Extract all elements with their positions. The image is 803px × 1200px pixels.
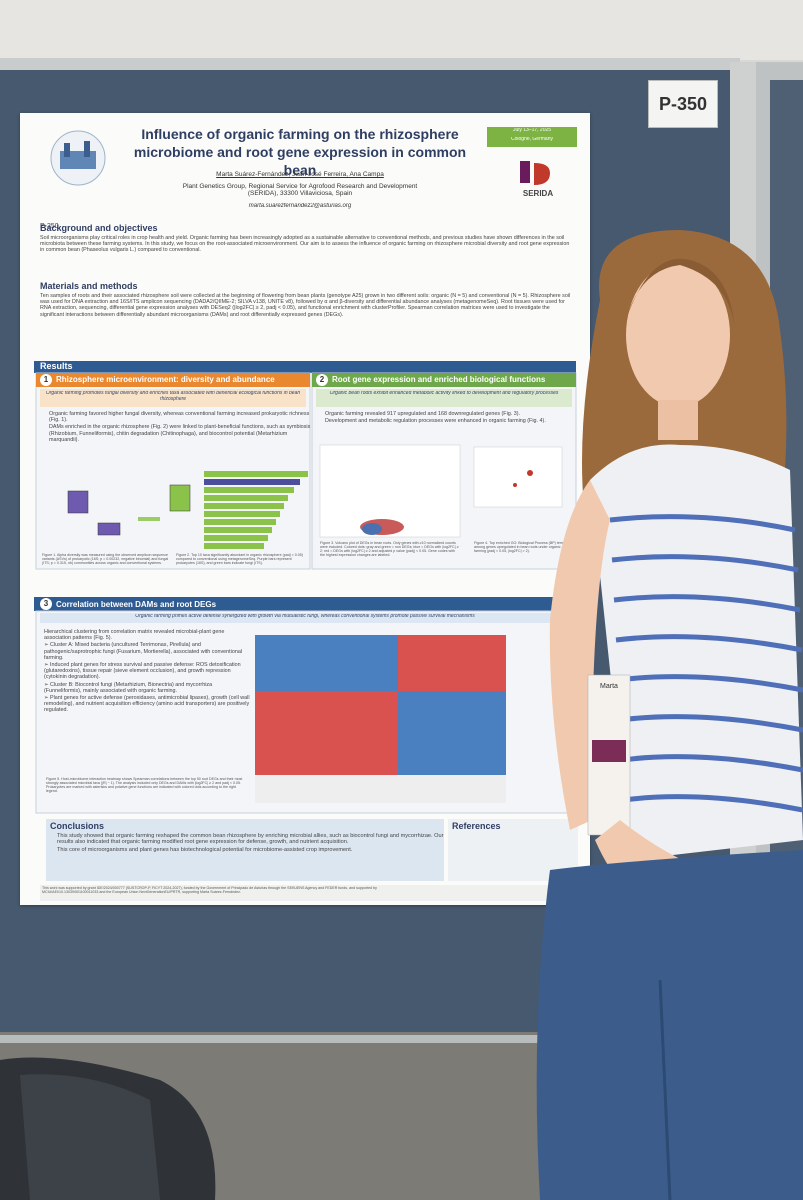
section-text: Ten samples of roots and their associate… <box>40 293 571 318</box>
panel-number: 2 <box>316 374 328 386</box>
bullet: Organic farming favored higher fungal di… <box>49 411 313 423</box>
affiliation: Plant Genetics Group, Regional Service f… <box>182 183 418 198</box>
bullet: ➢ Cluster A: Mixed bacteria (uncultured … <box>44 642 243 661</box>
panel-subtitle: Organic bean roots exhibit enhanced meta… <box>329 391 559 396</box>
authors: Marta Suárez-Fernández, Juan José Ferrei… <box>216 171 384 178</box>
board-label-text: P-350 <box>658 94 708 114</box>
bullet: Organic farming revealed 917 upregulated… <box>325 411 579 417</box>
figure-caption: Figure 1. Alpha diversity was measured u… <box>42 553 169 566</box>
references-heading: References <box>452 821 501 831</box>
section-heading: Background and objectives <box>40 223 158 233</box>
badge-name: Marta <box>600 683 618 690</box>
conclusions-heading: Conclusions <box>50 821 105 831</box>
panel-number: 1 <box>40 374 52 386</box>
bullet: This core of microorganisms and plant ge… <box>57 847 447 853</box>
funding: This work was supported by grant IDE/202… <box>42 886 377 895</box>
figure-caption: Figure 5. Host-microbiome interaction he… <box>46 777 243 794</box>
bullet: ➢ Cluster B: Biocontrol fungi (Metarhizi… <box>44 681 213 694</box>
panel-title: Correlation between DAMs and root DEGs <box>56 600 217 609</box>
conference-place: Cologne, Germany <box>511 137 553 142</box>
board-label: P-350 <box>648 80 718 128</box>
bullet: DAMs enriched in the organic rhizosphere… <box>49 424 313 443</box>
panel-bullets: Organic farming revealed 917 upregulated… <box>318 411 579 425</box>
conclusions-bullets: This study showed that organic farming r… <box>50 833 447 854</box>
panel-title: Root gene expression and enriched biolog… <box>332 375 546 384</box>
figure-caption: Figure 2. Top 10 taxa significantly abun… <box>176 553 303 566</box>
figure-caption: Figure 3. Volcano plot of DEGs in bean r… <box>320 541 459 558</box>
section-text: Soil microorganisms play critical roles … <box>40 235 570 254</box>
bullet: Development and metabolic regulation pro… <box>325 418 579 424</box>
panel-number: 3 <box>40 598 52 610</box>
bullet: ➢ Plant genes for active defense (peroxi… <box>44 695 250 714</box>
bullet: ➢ Induced plant genes for stress surviva… <box>44 662 241 681</box>
results-heading: Results <box>40 361 73 371</box>
panel-subtitle: Organic farming promotes fungal diversit… <box>45 391 301 402</box>
institute: SERIDA <box>522 189 554 198</box>
panel-bullets: Hierarchical clustering from correlation… <box>42 629 250 715</box>
panel-title: Rhizosphere microenvironment: diversity … <box>56 375 275 384</box>
poster-title: Influence of organic farming on the rhiz… <box>133 126 467 179</box>
person: Marta <box>536 230 803 1200</box>
poster-graphics <box>34 127 578 901</box>
conference-date: July 13–17, 2025 <box>512 128 552 133</box>
bullet: This study showed that organic farming r… <box>57 833 447 846</box>
email: marta.suarezfernandez2@asturias.org <box>248 203 352 209</box>
bullet: Hierarchical clustering from correlation… <box>44 629 225 642</box>
figure-caption: Figure 4. Top enriched GO: Biological Pr… <box>474 541 566 554</box>
panel-bullets: Organic farming favored higher fungal di… <box>42 411 313 444</box>
poster-id: P-350 <box>40 223 59 230</box>
section-heading: Materials and methods <box>40 281 138 291</box>
poster: P-350 Influence of organic farming on th… <box>20 113 590 905</box>
panel-subtitle: Organic farming primes active defense sy… <box>135 614 475 619</box>
